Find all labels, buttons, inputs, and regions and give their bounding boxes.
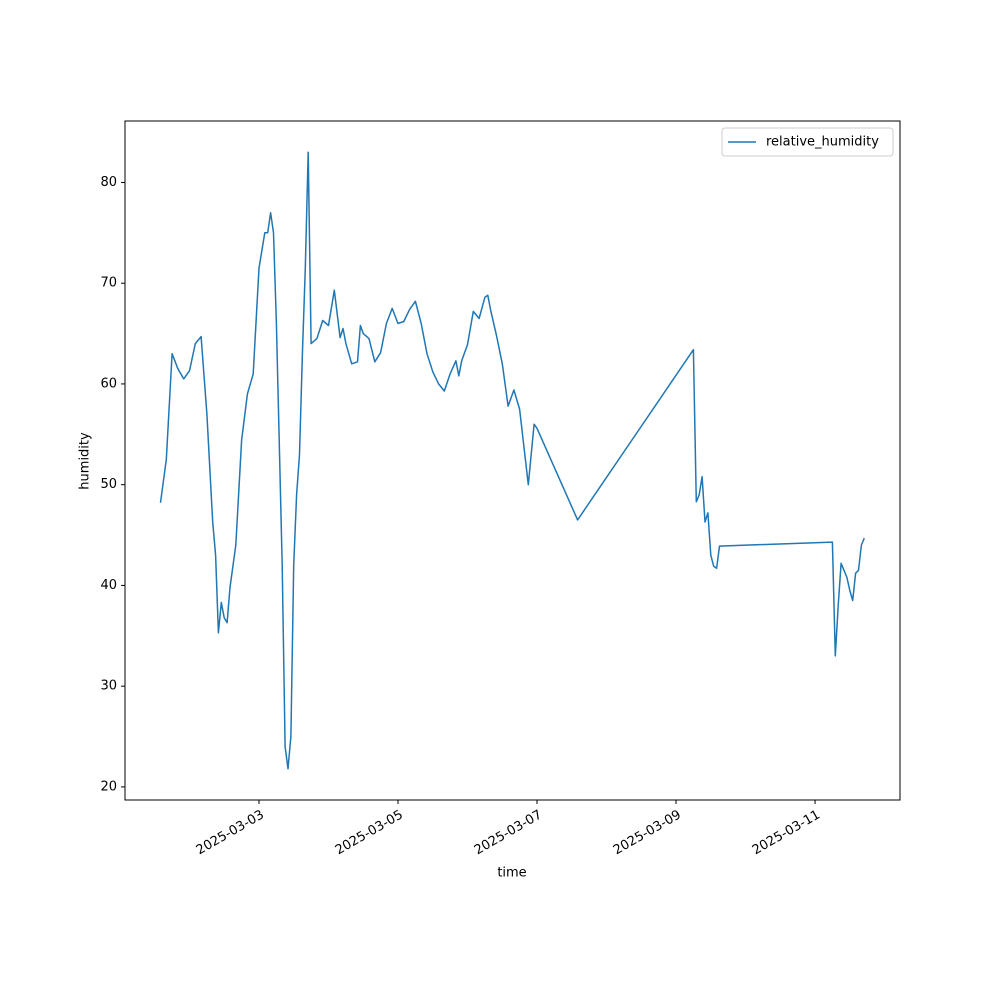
x-tick-label: 2025-03-11 [750, 808, 823, 859]
y-tick-label: 70 [100, 276, 117, 291]
legend-label: relative_humidity [766, 135, 879, 150]
x-tick-label: 2025-03-07 [472, 808, 545, 859]
y-tick-label: 60 [100, 376, 117, 391]
y-tick-label: 50 [100, 477, 117, 492]
legend-box [721, 127, 894, 157]
y-axis-label: humidity [78, 432, 93, 490]
plot-frame [124, 120, 901, 801]
y-tick-label: 30 [100, 679, 117, 694]
data-line [159, 151, 865, 770]
x-tick-label: 2025-03-09 [611, 808, 684, 859]
y-tick-label: 40 [100, 578, 117, 593]
x-tick-label: 2025-03-05 [333, 808, 406, 859]
y-tick-label: 20 [100, 779, 117, 794]
y-tick-label: 80 [100, 175, 117, 190]
x-axis-label: time [497, 866, 526, 881]
x-tick-label: 2025-03-03 [194, 808, 267, 859]
